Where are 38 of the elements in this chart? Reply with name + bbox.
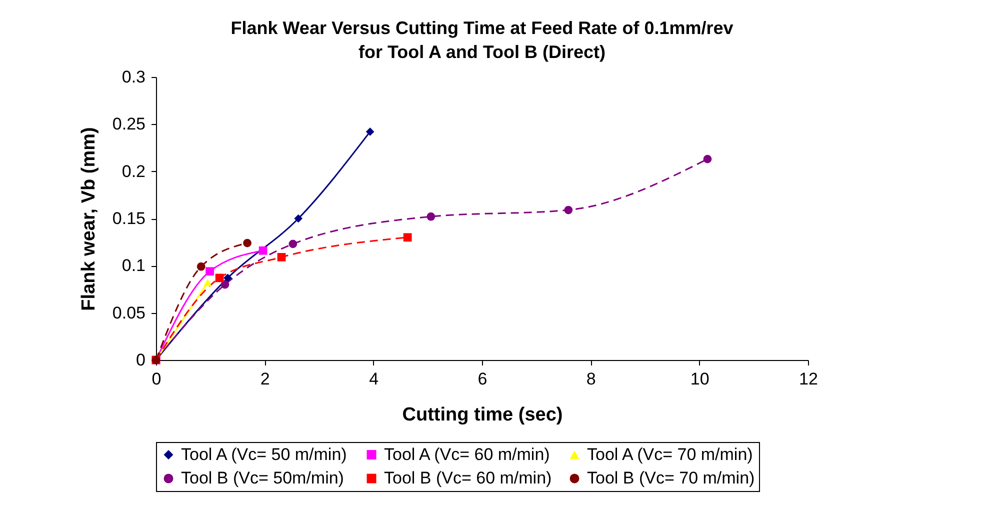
y-tick-label: 0.25 [112, 114, 146, 134]
x-tick-label: 4 [369, 370, 379, 388]
legend-label: Tool B (Vc= 60 m/min) [384, 468, 552, 488]
x-tick-label: 6 [478, 370, 488, 388]
point [220, 280, 230, 289]
x-axis-title: Cutting time (sec) [402, 404, 563, 426]
legend-label: Tool A (Vc= 60 m/min) [384, 444, 550, 464]
legend-label: Tool B (Vc= 50m/min) [181, 468, 344, 488]
point [564, 206, 573, 214]
chart-title: Flank Wear Versus Cutting Time at Feed Rate of 0.1mm/rev for Tool A and Tool B (Direct) [230, 18, 734, 62]
legend-label: Tool B (Vc= 70 m/min) [587, 468, 755, 488]
point [258, 246, 268, 255]
y-tick-label: 0.15 [112, 209, 146, 228]
x-tick-label: 2 [260, 370, 270, 388]
point [703, 154, 712, 164]
y-axis-title: Flank wear, Vb (mm) [78, 127, 100, 311]
y-tick-label: 0 [136, 350, 146, 370]
y-tick-label: 0.1 [122, 256, 146, 276]
y-tick-label: 0.3 [122, 68, 146, 86]
point [294, 214, 303, 223]
point [196, 262, 206, 271]
point [243, 238, 252, 248]
point [277, 252, 286, 262]
point [426, 212, 436, 221]
point [206, 267, 214, 276]
legend-label: Tool A (Vc= 50 m/min) [181, 444, 347, 464]
x-tick-label: 0 [152, 370, 162, 388]
y-tick-label: 0.2 [122, 162, 146, 181]
point [288, 240, 298, 248]
point [224, 274, 232, 282]
x-tick-label: 10 [690, 370, 710, 388]
legend-label: Tool A (Vc= 70 m/min) [587, 444, 753, 464]
x-tick-label: 8 [586, 370, 596, 388]
y-tick-label: 0.05 [112, 303, 146, 322]
point [215, 274, 224, 282]
x-tick-label: 12 [799, 370, 818, 388]
point [403, 233, 412, 242]
point [366, 128, 374, 136]
